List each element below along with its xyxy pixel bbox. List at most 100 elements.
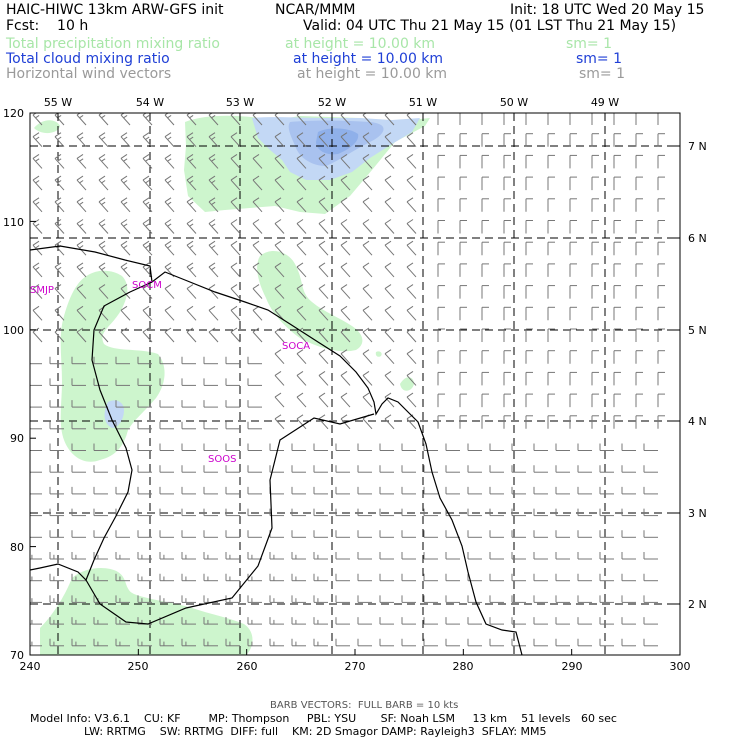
barb-staff — [142, 179, 153, 191]
wind-barb — [357, 595, 372, 603]
barb-flag — [186, 219, 194, 224]
wind-barb — [406, 305, 417, 321]
barb-staff — [340, 309, 351, 321]
barb-flag — [142, 175, 150, 181]
wind-barb — [340, 284, 351, 299]
wind-barb — [274, 219, 285, 234]
wind-barb — [230, 262, 241, 278]
wind-barb — [274, 284, 285, 299]
barb-staff — [318, 309, 329, 321]
barb-flag — [340, 414, 348, 420]
barb-flag — [35, 136, 40, 140]
barb-staff — [252, 136, 263, 148]
wind-barb — [503, 241, 511, 256]
wind-barb — [525, 415, 533, 429]
wind-barb — [379, 443, 394, 451]
wind-barb — [203, 443, 218, 451]
barb-flag — [340, 153, 348, 159]
wind-barb — [208, 132, 219, 148]
barb-staff — [142, 266, 153, 278]
barb-staff — [54, 266, 65, 278]
barb-staff — [120, 309, 131, 321]
barb-flag — [252, 284, 260, 290]
barb-staff — [120, 288, 131, 299]
barb-staff — [76, 158, 87, 169]
wind-barb — [93, 443, 108, 451]
barb-staff — [362, 244, 373, 256]
barb-staff — [142, 309, 153, 321]
barb-flag — [186, 262, 194, 268]
wind-barb — [115, 638, 130, 647]
wind-barb — [318, 349, 329, 365]
wind-barb — [384, 327, 395, 343]
wind-barb — [357, 443, 372, 451]
barb-flag — [362, 132, 370, 138]
wind-barb — [186, 284, 197, 299]
wind-barb — [274, 414, 285, 430]
wind-barb — [54, 132, 65, 148]
barb-flag — [384, 175, 392, 181]
barb-staff — [98, 179, 109, 191]
wind-barb — [569, 328, 577, 342]
barb-staff — [186, 179, 197, 191]
wind-barb — [643, 486, 658, 495]
wind-barb — [340, 392, 351, 408]
barb-flag — [164, 175, 172, 181]
wind-barb — [296, 197, 307, 213]
wind-barb — [142, 197, 153, 213]
wind-barb — [54, 262, 65, 278]
station-labels: SMJP SOCM SOCA SOOS — [30, 280, 310, 465]
barb-flag — [362, 240, 370, 246]
barb-staff — [98, 158, 109, 169]
barb-flag — [340, 370, 348, 376]
wind-barb — [503, 328, 511, 342]
barb-staff — [296, 309, 307, 321]
barb-flag — [296, 153, 304, 159]
barb-flag — [145, 201, 150, 206]
wind-barb — [525, 285, 533, 299]
wind-barb — [569, 350, 577, 364]
barb-staff — [274, 353, 285, 365]
wind-barb — [49, 552, 64, 560]
wind-barb — [357, 530, 372, 538]
barb-flag — [274, 175, 282, 181]
wind-barb — [76, 197, 87, 213]
wind-barb — [98, 153, 109, 169]
wind-barb — [437, 350, 445, 364]
wind-barb — [203, 530, 218, 538]
wind-barb — [54, 327, 65, 343]
station-label-socm: SOCM — [132, 280, 162, 291]
y-tick-label: 90 — [10, 432, 24, 445]
wind-barb — [569, 393, 577, 408]
wind-barb — [120, 113, 131, 126]
barb-flag — [186, 132, 194, 138]
wind-barb — [362, 175, 373, 191]
barb-staff — [32, 201, 43, 213]
field-wind-height: at height = 10.00 km — [297, 66, 448, 82]
barb-flag — [186, 305, 194, 311]
wind-barb — [340, 327, 351, 343]
barb-staff — [384, 244, 395, 256]
barb-staff — [318, 288, 329, 299]
wind-barb — [657, 176, 665, 191]
barb-flag — [142, 132, 150, 138]
barb-staff — [252, 201, 263, 213]
wind-barb — [406, 132, 417, 148]
barb-flag — [145, 223, 150, 227]
wind-barb — [445, 465, 460, 473]
barb-staff — [142, 288, 153, 299]
wind-barb — [621, 573, 636, 582]
wind-barb — [362, 219, 373, 234]
barb-flag — [186, 153, 194, 159]
barb-flag — [145, 245, 150, 249]
wind-barb — [489, 595, 504, 603]
wind-barb — [76, 132, 87, 148]
wind-barb — [401, 552, 416, 560]
barb-flag — [274, 153, 282, 159]
barb-flag — [296, 349, 304, 355]
wind-barb — [340, 197, 351, 213]
wind-barb — [247, 552, 262, 560]
wind-barb — [362, 349, 373, 365]
barb-staff — [98, 136, 109, 148]
barb-flag — [57, 136, 62, 140]
